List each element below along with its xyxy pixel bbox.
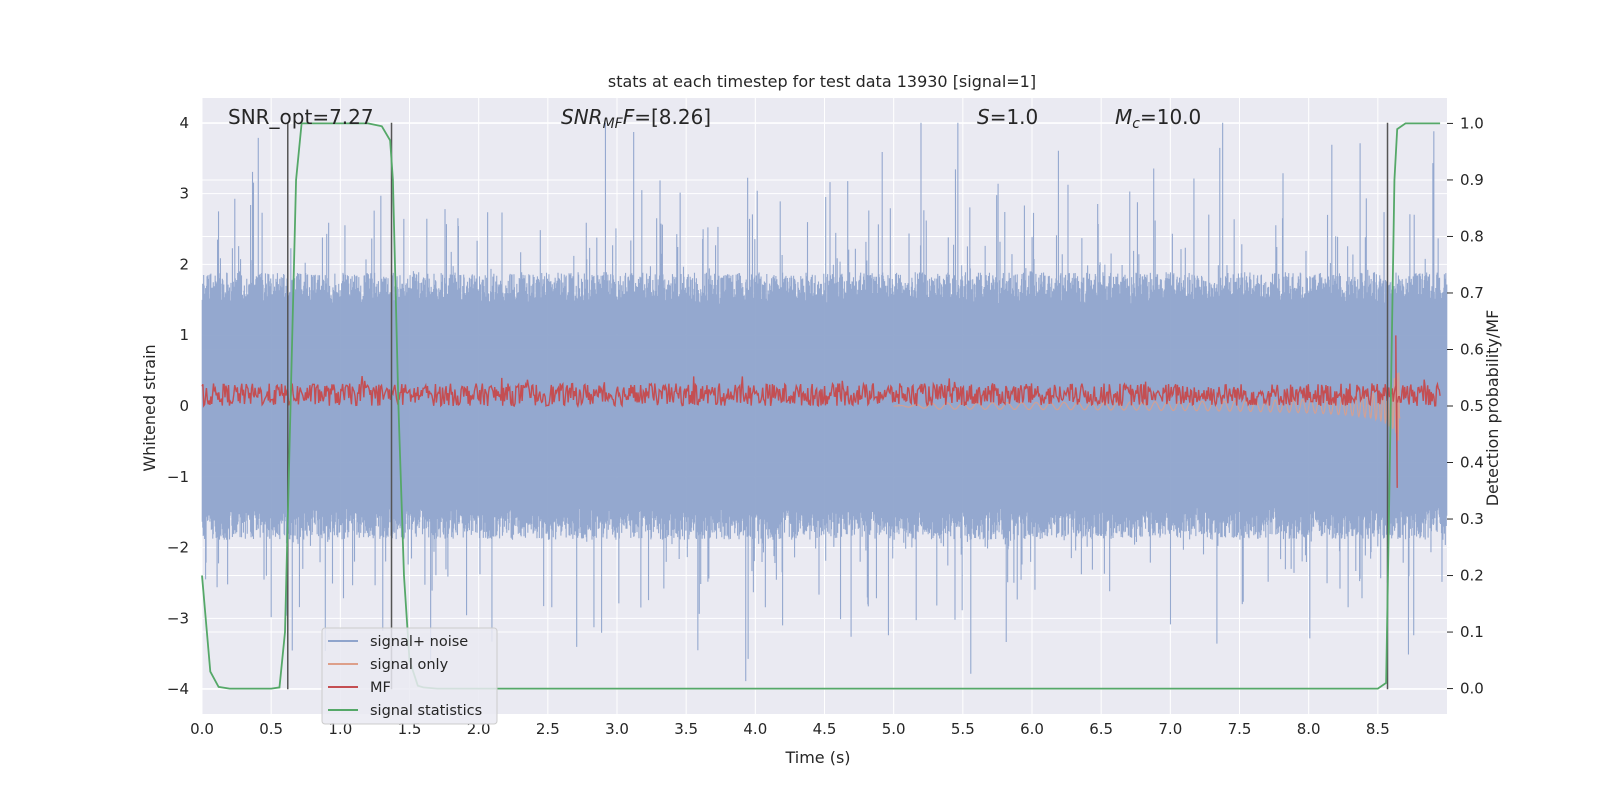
y-right-tick-label: 0.3 <box>1460 510 1484 528</box>
annotation-mc-sub: c <box>1132 116 1140 132</box>
y-tick-label: −4 <box>167 680 189 698</box>
annotation-s-value: =1.0 <box>990 105 1039 129</box>
y-tick-label: 3 <box>179 185 189 203</box>
mf-line <box>201 335 1441 488</box>
y-right-tick-label: 0.7 <box>1460 284 1484 302</box>
x-tick-label: 2.5 <box>536 720 560 738</box>
annotation-snr-mf-sub: MF <box>603 116 624 132</box>
x-tick-label: 7.0 <box>1158 720 1182 738</box>
y-right-tick-label: 0.1 <box>1460 623 1484 641</box>
y-tick-label: −2 <box>167 539 189 557</box>
annotation-s: S=1.0 <box>977 105 1038 129</box>
y-tick-label: 0 <box>179 397 189 415</box>
y-axis-label: Whitened strain <box>140 344 159 471</box>
annotation-snr-opt: SNR_opt=7.27 <box>228 105 374 129</box>
signal-statistics-line <box>201 122 1441 690</box>
legend: signal+ noise signal only MF signal stat… <box>321 627 498 725</box>
x-tick-label: 5.0 <box>882 720 906 738</box>
annotation-snr-mf-value: =[8.26] <box>634 105 711 129</box>
x-tick-label: 0.0 <box>190 720 214 738</box>
y-tick-label: −3 <box>167 609 189 627</box>
annotation-mc-symbol: M <box>1115 105 1132 129</box>
y-right-tick-label: 0.9 <box>1460 171 1484 189</box>
series-signal-statistics <box>201 122 1441 690</box>
annotation-mc-value: =10.0 <box>1140 105 1201 129</box>
y-right-axis-label: Detection probability/MF <box>1483 310 1502 507</box>
x-tick-label: 7.5 <box>1228 720 1252 738</box>
annotation-snr-mf-f: F <box>623 105 635 129</box>
y-right-tick-label: 0.5 <box>1460 397 1484 415</box>
y-tick-label: 1 <box>179 326 189 344</box>
annotation-s-symbol: S <box>977 105 990 129</box>
y-right-tick-label: 1.0 <box>1460 114 1484 132</box>
legend-box <box>321 627 498 725</box>
y-tick-label: 2 <box>179 255 189 273</box>
annotation-mc: Mc=10.0 <box>1115 105 1201 132</box>
x-tick-label: 0.5 <box>259 720 283 738</box>
x-tick-label: 5.5 <box>951 720 975 738</box>
x-tick-label: 4.5 <box>813 720 837 738</box>
y-right-tick-label: 0.2 <box>1460 567 1484 585</box>
x-tick-label: 3.0 <box>605 720 629 738</box>
x-tick-label: 8.0 <box>1297 720 1321 738</box>
x-tick-label: 6.5 <box>1089 720 1113 738</box>
x-axis-label: Time (s) <box>784 748 850 767</box>
x-tick-label: 8.5 <box>1366 720 1390 738</box>
x-tick-label: 4.0 <box>743 720 767 738</box>
legend-label-mf: MF <box>370 680 391 696</box>
chart-title: stats at each timestep for test data 139… <box>608 72 1036 91</box>
annotation-snr-mf: SNRMFF=[8.26] <box>561 105 711 132</box>
legend-label-signal-only: signal only <box>370 657 449 673</box>
y-tick-label: −1 <box>167 468 189 486</box>
y-right-tick-label: 0.8 <box>1460 227 1484 245</box>
y-right-tick-label: 0.0 <box>1460 680 1484 698</box>
annotation-snr-mf-base: SNR <box>561 105 603 129</box>
y-right-tick-label: 0.6 <box>1460 340 1484 358</box>
legend-label-signal-statistics: signal statistics <box>370 703 482 719</box>
x-tick-label: 6.0 <box>1020 720 1044 738</box>
legend-label-signal-noise: signal+ noise <box>370 634 468 650</box>
y-right-tick-label: 0.4 <box>1460 454 1484 472</box>
series-mf <box>201 335 1441 488</box>
y-tick-label: 4 <box>179 114 189 132</box>
x-tick-label: 3.5 <box>674 720 698 738</box>
